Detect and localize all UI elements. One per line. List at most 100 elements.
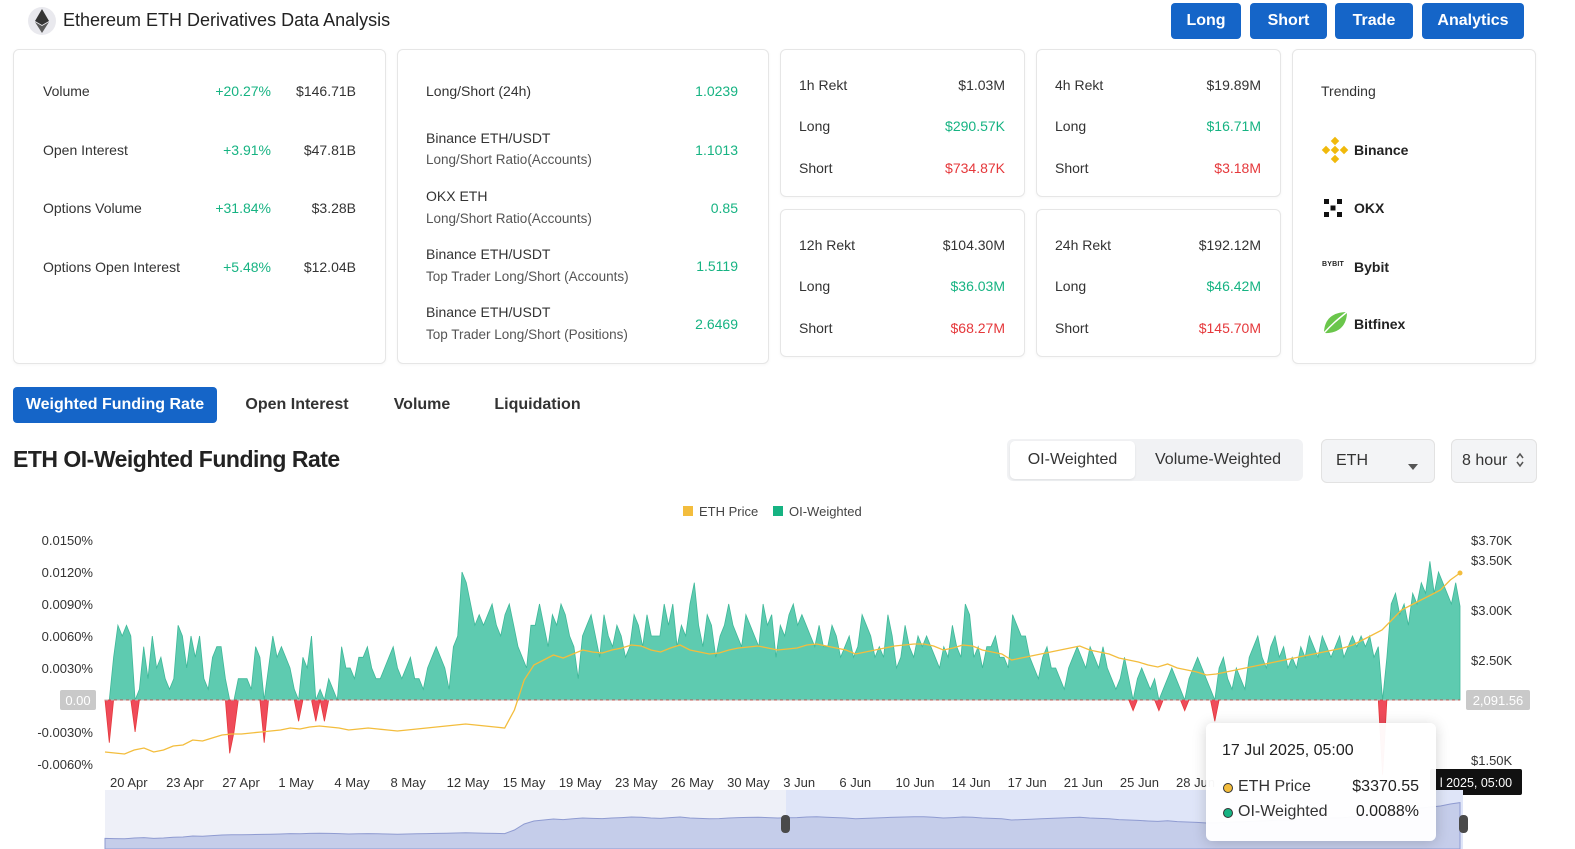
rekt-short-label: Short — [1055, 160, 1089, 176]
rekt-short-value: $145.70M — [1198, 320, 1261, 336]
x-tick: 8 May — [391, 775, 427, 790]
bybit-icon: BYBIT — [1322, 261, 1344, 268]
legend-eth-price-swatch — [683, 506, 693, 516]
tab-liquidation[interactable]: Liquidation — [479, 387, 596, 423]
x-tick: 12 May — [447, 775, 490, 790]
rekt-long-label: Long — [799, 278, 831, 294]
x-tick: 4 May — [334, 775, 370, 790]
y-left-tick: 0.0120% — [42, 565, 94, 580]
zoom-handle-right[interactable] — [1459, 815, 1468, 833]
market-change: +31.84% — [215, 200, 271, 216]
crosshair-date-badge — [1430, 769, 1522, 795]
tab-open-interest[interactable]: Open Interest — [230, 387, 364, 423]
x-tick: 3 Jun — [783, 775, 815, 790]
rekt-short-value: $3.18M — [1214, 160, 1261, 176]
y-left-tick: -0.0060% — [37, 757, 93, 772]
x-tick: 27 Apr — [222, 775, 260, 790]
trending-item-bybit[interactable]: Bybit — [1354, 259, 1389, 275]
bitfinex-icon — [1321, 309, 1349, 337]
trending-item-binance[interactable]: Binance — [1354, 142, 1409, 158]
rekt-4h-card: 4h Rekt $19.89M Long $16.71M Short $3.18… — [1036, 49, 1281, 197]
rekt-title: 12h Rekt — [799, 237, 856, 253]
trending-item-bitfinex[interactable]: Bitfinex — [1354, 316, 1406, 332]
tooltip-price-dot — [1223, 783, 1233, 793]
rekt-1h-card: 1h Rekt $1.03M Long $290.57K Short $734.… — [780, 49, 1025, 197]
legend-eth-price: ETH Price — [699, 504, 758, 519]
market-label: Options Open Interest — [43, 259, 180, 275]
segment-oi-weighted[interactable]: OI-Weighted — [1010, 441, 1135, 479]
ratio-value: 1.0239 — [695, 83, 738, 99]
rekt-24h-card: 24h Rekt $192.12M Long $46.42M Short $14… — [1036, 209, 1281, 357]
x-tick: 20 Apr — [110, 775, 148, 790]
ratio-label: OKX ETH — [426, 188, 488, 204]
tab-volume[interactable]: Volume — [377, 387, 467, 423]
crosshair-date-label: l 2025, 05:00 — [1440, 776, 1512, 790]
ratio-label: Long/Short (24h) — [426, 83, 532, 99]
tooltip-price-value: $3370.55 — [1352, 778, 1419, 795]
rekt-long-value: $290.57K — [945, 118, 1005, 134]
rekt-long-value: $46.42M — [1206, 278, 1261, 294]
x-tick: 21 Jun — [1064, 775, 1103, 790]
ethereum-logo-icon — [28, 6, 56, 36]
tooltip-rate-value: 0.0088% — [1355, 803, 1419, 820]
ratio-value: 2.6469 — [695, 316, 738, 332]
zero-label: 0.00 — [65, 693, 90, 708]
rekt-long-label: Long — [1055, 278, 1087, 294]
market-change: +5.48% — [223, 259, 271, 275]
trending-item-okx[interactable]: OKX — [1354, 200, 1385, 216]
tab-weighted-funding-rate[interactable]: Weighted Funding Rate — [13, 387, 217, 423]
eth-price-endpoint — [1457, 570, 1463, 576]
rekt-short-label: Short — [1055, 320, 1089, 336]
ratio-label: Binance ETH/USDT — [426, 246, 551, 262]
zero-label-badge — [60, 690, 96, 710]
coin-select[interactable]: ETH — [1321, 439, 1435, 483]
market-stats-card: Volume +20.27% $146.71B Open Interest +3… — [13, 49, 386, 364]
segment-volume-weighted[interactable]: Volume-Weighted — [1155, 451, 1281, 468]
legend-oi-weighted: OI-Weighted — [789, 504, 862, 519]
rekt-12h-card: 12h Rekt $104.30M Long $36.03M Short $68… — [780, 209, 1025, 357]
long-button[interactable]: Long — [1171, 3, 1241, 39]
short-button[interactable]: Short — [1250, 3, 1327, 39]
market-change: +20.27% — [215, 83, 271, 99]
market-label: Open Interest — [43, 142, 128, 158]
x-tick: 1 May — [278, 775, 314, 790]
x-tick: 25 Jun — [1120, 775, 1159, 790]
oi-weighted-area-positive — [105, 561, 1461, 702]
tooltip-rate-dot — [1223, 808, 1233, 818]
y-right-tick: $3.00K — [1471, 603, 1513, 618]
x-tick: 17 Jun — [1008, 775, 1047, 790]
trade-button[interactable]: Trade — [1335, 3, 1413, 39]
eth-price-line — [104, 572, 1461, 755]
x-tick: 14 Jun — [952, 775, 991, 790]
market-value: $47.81B — [303, 142, 356, 158]
ratio-sublabel: Top Trader Long/Short (Positions) — [426, 327, 628, 342]
price-marker-badge — [1466, 690, 1530, 710]
caret-down-icon — [1408, 457, 1418, 475]
y-right-tick: $2.50K — [1471, 653, 1513, 668]
x-tick: 15 May — [503, 775, 546, 790]
analytics-button[interactable]: Analytics — [1422, 3, 1524, 39]
interval-select[interactable]: 8 hour — [1451, 439, 1537, 483]
rekt-long-value: $16.71M — [1206, 118, 1261, 134]
ratio-label: Binance ETH/USDT — [426, 304, 551, 320]
y-right-tick: $3.50K — [1471, 553, 1513, 568]
x-tick: 19 May — [559, 775, 602, 790]
ratio-value: 0.85 — [710, 200, 738, 216]
zoom-handle-left[interactable] — [781, 815, 790, 833]
rekt-short-label: Short — [799, 160, 833, 176]
market-value: $3.28B — [311, 200, 356, 216]
legend-oi-weighted-swatch — [773, 506, 783, 516]
price-marker-label: 2,091.56 — [1473, 693, 1524, 708]
x-tick: 26 May — [671, 775, 714, 790]
tooltip-rate-label: OI-Weighted — [1238, 803, 1328, 820]
x-tick: 23 May — [615, 775, 658, 790]
chevron-up-down-icon — [1516, 452, 1524, 473]
ratio-sublabel: Long/Short Ratio(Accounts) — [426, 211, 592, 226]
tooltip-price-label: ETH Price — [1238, 778, 1311, 795]
rekt-short-value: $68.27M — [950, 320, 1005, 336]
rekt-long-label: Long — [799, 118, 831, 134]
rekt-total: $1.03M — [958, 77, 1005, 93]
market-value: $12.04B — [303, 259, 356, 275]
chart-tooltip: 17 Jul 2025, 05:00 ETH Price $3370.55 OI… — [1206, 723, 1436, 841]
y-left-tick: -0.0030% — [37, 725, 93, 740]
